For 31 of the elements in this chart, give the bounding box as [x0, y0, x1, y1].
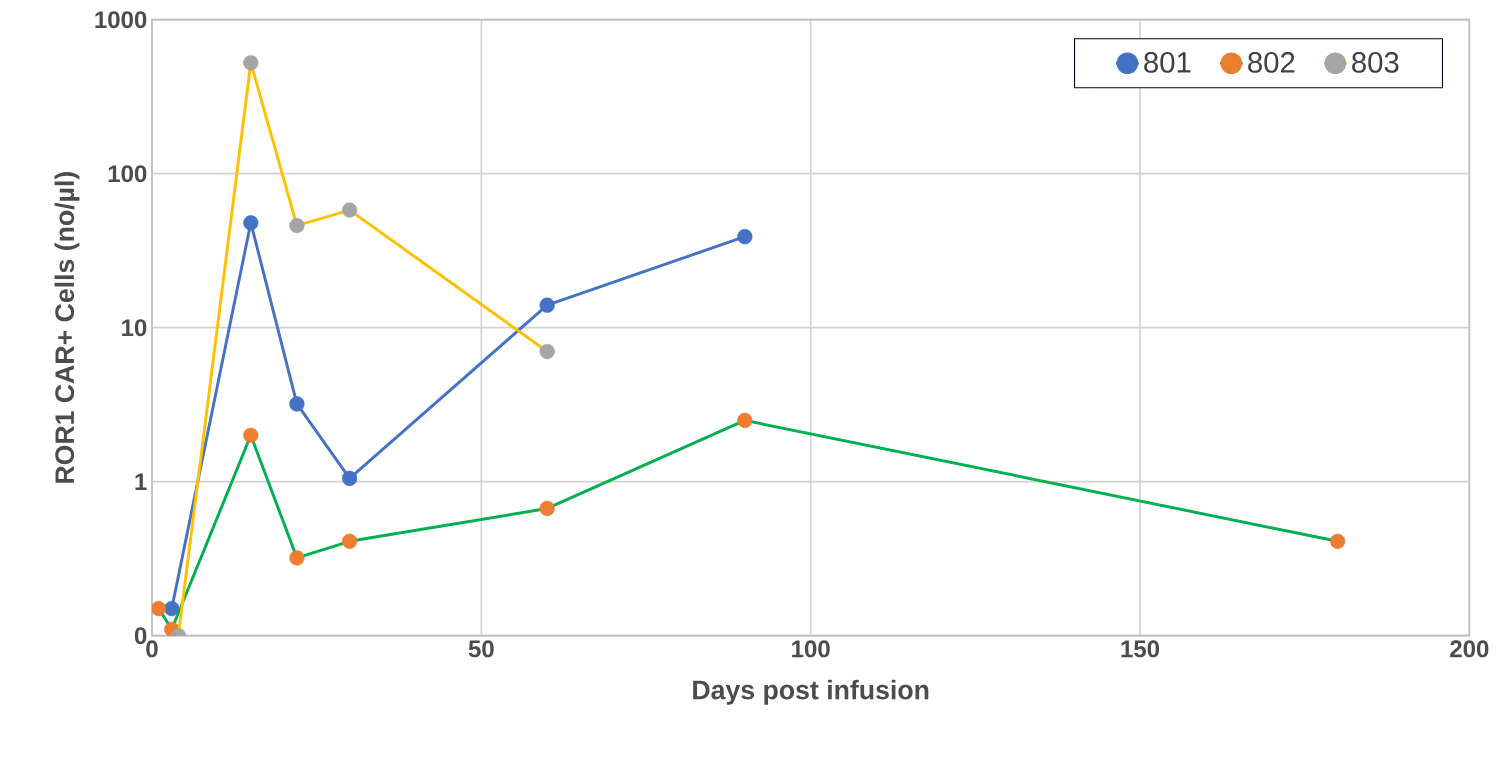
legend-label: 801	[1144, 52, 1191, 73]
y-tick-label: 1	[135, 473, 147, 490]
point	[289, 218, 305, 234]
y-tick-label: 100	[108, 165, 147, 183]
point	[342, 533, 358, 549]
x-tick-label: 200	[1450, 640, 1489, 658]
point	[243, 215, 259, 231]
y-tick-label: 10	[122, 319, 147, 337]
point	[289, 550, 305, 566]
legend-label: 802	[1248, 52, 1295, 73]
x-tick-label: 50	[468, 640, 494, 658]
point	[1330, 533, 1346, 549]
point	[737, 412, 753, 428]
point	[342, 470, 358, 487]
x-axis-title: Days post infusion	[693, 679, 929, 705]
x-tick-label: 100	[792, 640, 830, 658]
y-tick-label: 0	[134, 627, 147, 645]
y-axis-title: ROR1 CAR+ Cells (no/µl)	[54, 172, 80, 483]
point	[539, 343, 555, 360]
y-tick-label: 1000	[95, 11, 147, 29]
point	[243, 55, 259, 71]
point	[539, 297, 555, 313]
point	[737, 229, 753, 245]
point	[164, 600, 180, 617]
x-tick-label: 0	[146, 640, 158, 658]
point	[342, 202, 358, 218]
point	[243, 427, 259, 443]
x-tick-label: 150	[1121, 640, 1160, 658]
point	[289, 396, 305, 412]
point	[539, 500, 555, 517]
legend-label: 803	[1352, 52, 1399, 73]
